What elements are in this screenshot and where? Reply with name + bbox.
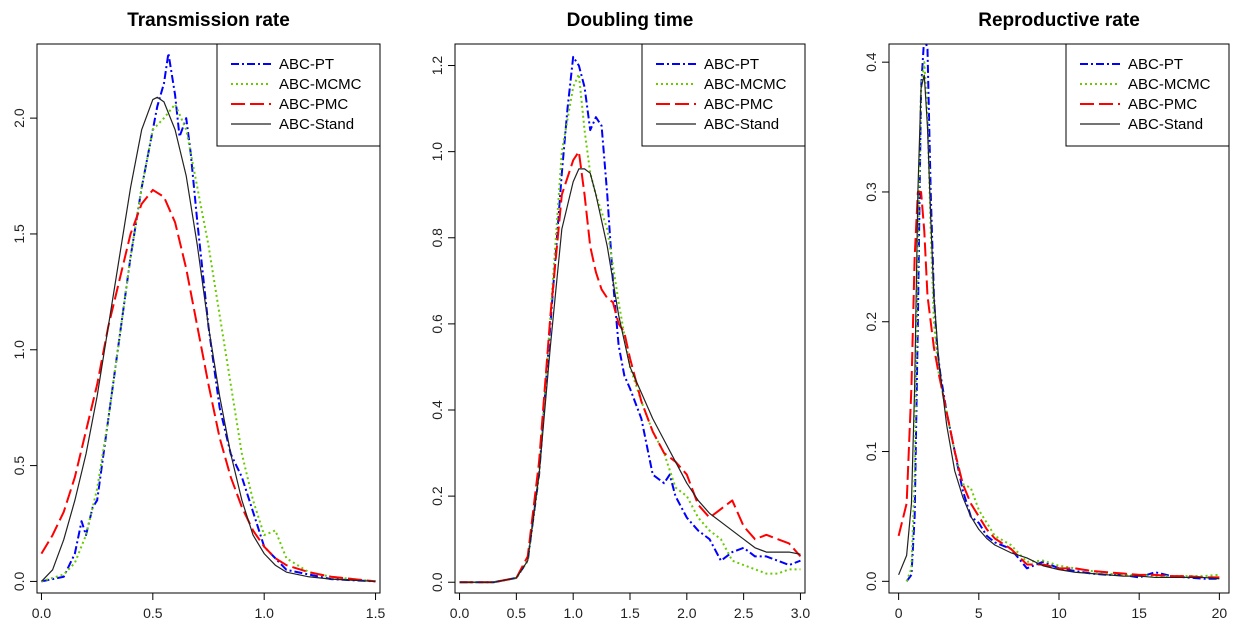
y-tick-label: 0.1: [863, 442, 879, 462]
legend-label: ABC-PT: [279, 56, 334, 73]
series-line-abc-stand: [898, 74, 1220, 580]
x-tick-label: 5: [975, 605, 983, 621]
legend-box: [641, 43, 806, 147]
y-tick-label: 0.2: [429, 486, 445, 506]
y-tick-label: 2.0: [11, 108, 27, 128]
legend-label: ABC-MCMC: [1128, 76, 1211, 93]
legend-label: ABC-MCMC: [279, 76, 362, 93]
x-tick-label: 3.0: [791, 605, 811, 621]
y-tick-label: 0.0: [429, 572, 445, 592]
x-tick-label: 0: [895, 605, 903, 621]
x-tick-label: 20: [1212, 605, 1228, 621]
legend: ABC-PT ABC-MCMC ABC-PMC ABC-Stand: [1065, 43, 1230, 147]
x-tick-label: 0.5: [143, 605, 163, 621]
legend-label: ABC-PMC: [704, 96, 773, 113]
series-line-abc-pmc: [40, 188, 376, 583]
plot-frame: [36, 43, 381, 594]
series-line-abc-pt: [459, 55, 801, 584]
y-tick-label: 0.2: [863, 312, 879, 332]
series-line-abc-pt: [41, 52, 376, 583]
y-tick-label: 1.5: [11, 224, 27, 244]
legend-label: ABC-PMC: [1128, 96, 1197, 113]
x-tick-label: 15: [1131, 605, 1147, 621]
y-tick-label: 0.0: [863, 571, 879, 591]
series-line-abc-stand: [41, 96, 376, 583]
series-line-abc-mcmc: [905, 61, 1220, 582]
series-line-abc-pmc: [459, 150, 802, 584]
legend-label: ABC-PT: [704, 56, 759, 73]
legend: ABC-PT ABC-MCMC ABC-PMC ABC-Stand: [641, 43, 806, 147]
series-line-abc-pmc: [897, 190, 1220, 579]
legend-label: ABC-PT: [1128, 56, 1183, 73]
x-tick-label: 0.0: [32, 605, 52, 621]
y-tick-label: 0.8: [429, 228, 445, 248]
chart-title: Transmission rate: [127, 10, 290, 31]
series-line-abc-stand: [459, 168, 801, 583]
x-tick-label: 0.5: [507, 605, 527, 621]
x-tick-label: 10: [1051, 605, 1067, 621]
y-tick-label: 0.4: [863, 52, 879, 72]
chart-panel-2: Doubling time 0.0 0.5 1.0 1.5 2.0 2.5 3.0 0.0 0.2…: [429, 10, 810, 621]
y-tick-label: 1.2: [429, 56, 445, 76]
x-tick-label: 0.0: [450, 605, 470, 621]
y-tick-label: 0.0: [11, 571, 27, 591]
legend-label: ABC-Stand: [704, 116, 779, 133]
y-tick-label: 1.0: [11, 340, 27, 360]
series-line-abc-pt: [905, 44, 1220, 582]
y-tick-label: 0.5: [11, 456, 27, 476]
x-tick-label: 1.0: [563, 605, 583, 621]
x-tick-label: 1.0: [254, 605, 274, 621]
legend-label: ABC-Stand: [279, 116, 354, 133]
legend: ABC-PT ABC-MCMC ABC-PMC ABC-Stand: [216, 43, 381, 147]
legend-box: [216, 43, 381, 147]
legend-label: ABC-Stand: [1128, 116, 1203, 133]
series-group: [40, 52, 376, 583]
y-tick-label: 0.3: [863, 182, 879, 202]
legend-box: [1065, 43, 1230, 147]
x-tick-label: 1.5: [620, 605, 640, 621]
chart-panel-3: Reproductive rate 0 5 10 15 20 0.0 0.1 0.2 0.3 0.4…: [863, 10, 1230, 621]
series-group: [897, 44, 1220, 582]
series-group: [459, 55, 802, 584]
series-line-abc-mcmc: [459, 73, 801, 584]
x-tick-label: 2.0: [677, 605, 697, 621]
y-tick-label: 0.4: [429, 400, 445, 420]
chart-title: Reproductive rate: [978, 10, 1140, 31]
y-tick-label: 0.6: [429, 314, 445, 334]
x-tick-label: 1.5: [366, 605, 386, 621]
legend-label: ABC-PMC: [279, 96, 348, 113]
x-tick-label: 2.5: [734, 605, 754, 621]
legend-label: ABC-MCMC: [704, 76, 787, 93]
chart-panel-1: Transmission rate 0.0 0.5 1.0 1.5 0.0 0.5 1.0 1.…: [11, 10, 385, 621]
chart-title: Doubling time: [567, 10, 694, 31]
series-line-abc-mcmc: [41, 103, 376, 583]
y-tick-label: 1.0: [429, 142, 445, 162]
